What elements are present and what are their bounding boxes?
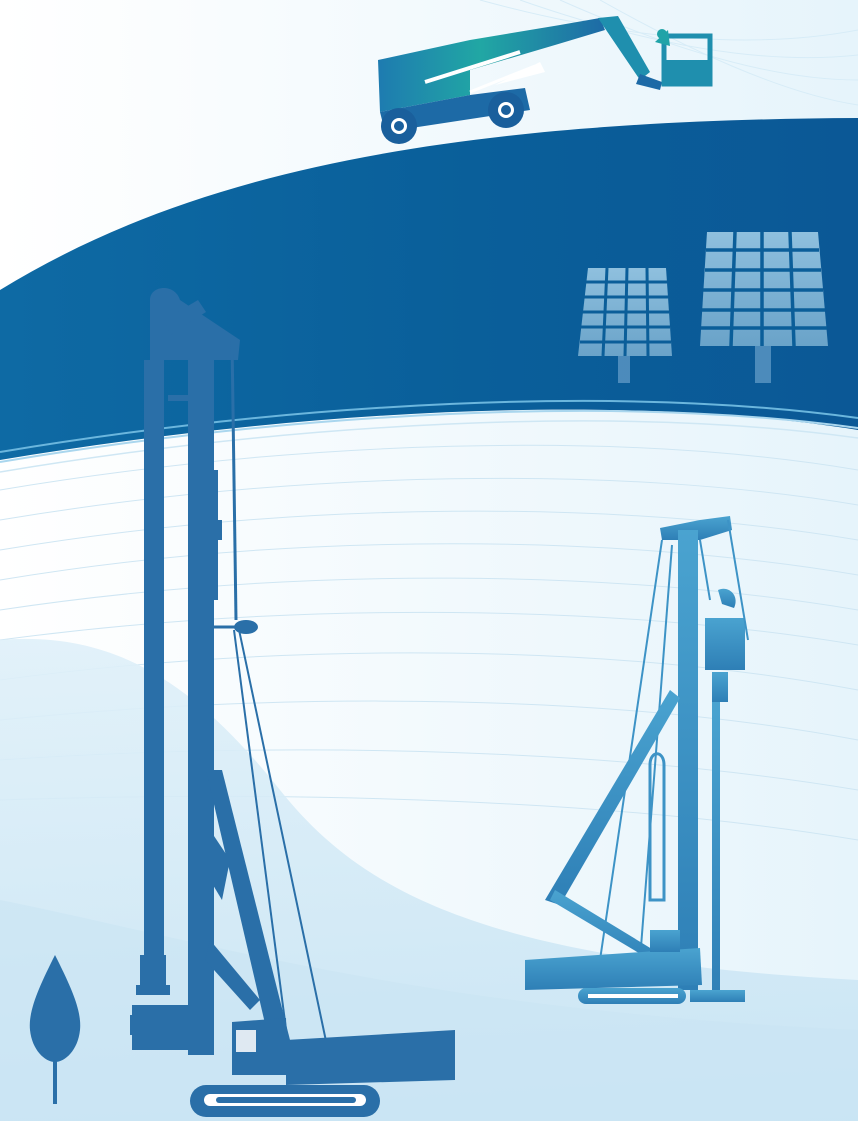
pile-driving-rig xyxy=(525,516,749,1004)
solar-panel-left xyxy=(578,267,672,383)
blue-band xyxy=(0,118,858,460)
tree xyxy=(29,955,81,1104)
aerial-work-platform xyxy=(378,16,713,144)
wave-lines xyxy=(0,444,858,841)
rotary-drilling-rig xyxy=(130,287,455,1117)
solar-panel-right xyxy=(700,231,828,383)
band-stripes xyxy=(0,400,858,473)
